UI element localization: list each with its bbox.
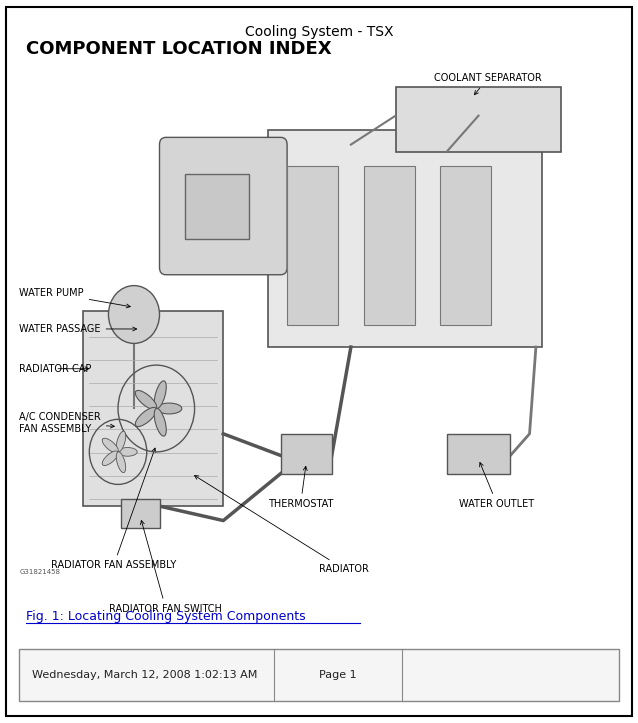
Bar (364, 166, 415, 325)
Text: COOLANT SEPARATOR: COOLANT SEPARATOR (434, 73, 542, 95)
Bar (447, 434, 510, 474)
Ellipse shape (135, 408, 157, 427)
Bar (83, 311, 223, 506)
Bar (281, 434, 332, 474)
Text: Page 1: Page 1 (320, 670, 357, 680)
Ellipse shape (135, 390, 157, 409)
Ellipse shape (154, 408, 167, 436)
Bar (268, 130, 542, 347)
Bar (440, 166, 491, 325)
Text: COMPONENT LOCATION INDEX: COMPONENT LOCATION INDEX (26, 40, 331, 58)
Ellipse shape (116, 452, 126, 473)
Bar (19, 649, 619, 701)
Text: A/C CONDENSER
FAN ASSEMBLY: A/C CONDENSER FAN ASSEMBLY (19, 412, 114, 434)
Text: RADIATOR: RADIATOR (195, 476, 369, 574)
Text: RADIATOR FAN SWITCH: RADIATOR FAN SWITCH (110, 521, 222, 614)
Text: G31821458: G31821458 (19, 569, 60, 575)
Text: WATER PUMP: WATER PUMP (19, 288, 130, 308)
Text: Wednesday, March 12, 2008 1:02:13 AM: Wednesday, March 12, 2008 1:02:13 AM (32, 670, 257, 680)
Ellipse shape (118, 448, 137, 456)
Bar (121, 499, 160, 528)
Circle shape (108, 286, 160, 343)
Bar (287, 166, 338, 325)
Bar (396, 87, 561, 152)
Ellipse shape (102, 451, 119, 466)
Text: RADIATOR CAP: RADIATOR CAP (19, 364, 91, 374)
FancyBboxPatch shape (160, 137, 287, 275)
Ellipse shape (102, 438, 119, 453)
Text: RADIATOR FAN ASSEMBLY: RADIATOR FAN ASSEMBLY (51, 448, 176, 570)
Text: Cooling System - TSX: Cooling System - TSX (245, 25, 393, 39)
Text: Fig. 1: Locating Cooling System Components: Fig. 1: Locating Cooling System Componen… (26, 610, 305, 623)
Ellipse shape (156, 403, 182, 414)
Text: THERMOSTAT: THERMOSTAT (268, 466, 333, 509)
Text: WATER PASSAGE: WATER PASSAGE (19, 324, 137, 334)
Text: WATER OUTLET: WATER OUTLET (459, 463, 535, 509)
Bar (185, 174, 249, 239)
Ellipse shape (154, 381, 167, 408)
Ellipse shape (116, 431, 126, 452)
